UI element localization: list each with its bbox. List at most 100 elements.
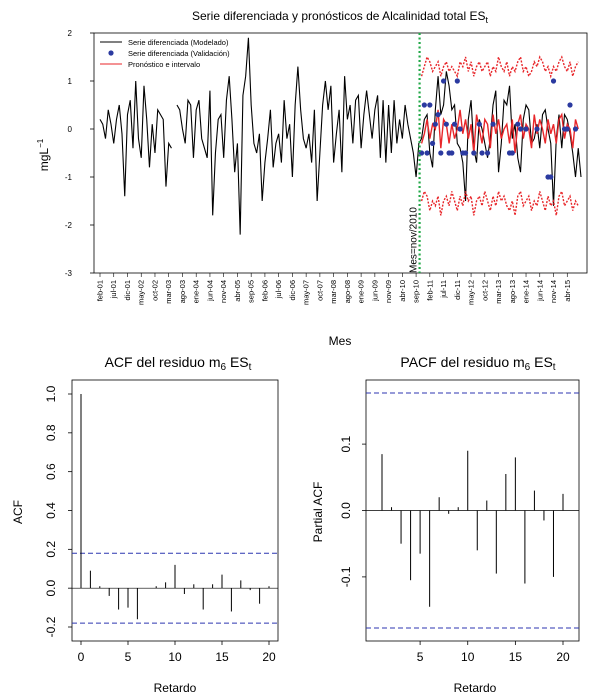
y-tick-label: 0.8 (44, 424, 58, 441)
top-x-axis: feb-01 jul-01 dic-01 may-02 oct-02 mar-03 ago-… (96, 273, 572, 305)
forecast-lower-interval-line (420, 189, 579, 216)
y-tick-label: 1.0 (44, 385, 58, 402)
legend-label: Pronóstico e intervalo (128, 60, 200, 69)
validation-point (564, 126, 570, 132)
top-x-tick-label: mar-13 (494, 280, 503, 304)
top-x-tick-label: sep-05 (247, 280, 256, 303)
top-y-tick-label: 1 (68, 77, 73, 86)
validation-point (424, 150, 430, 156)
forecast-line (420, 109, 579, 154)
validation-point (550, 78, 557, 84)
acf-y-axis-label: ACF (11, 500, 25, 524)
legend-label: Serie diferenciada (Modelado) (128, 38, 229, 47)
pacf-bars (366, 392, 579, 629)
pacf-chart: PACF del residuo m6 ESt -0.1 0.0 0.1 5 10 15 2… (311, 354, 580, 695)
pacf-x-axis-label: Retardo (454, 681, 497, 695)
cutoff-label: Mes=nov/2010 (409, 207, 420, 273)
top-x-tick-label: nov-04 (219, 280, 228, 303)
top-chart-title: Serie diferenciada y pronósticos de Alca… (192, 9, 489, 25)
top-x-tick-label: oct-07 (315, 280, 324, 301)
modeled-series-line (176, 37, 582, 235)
top-x-tick-label: ago-03 (178, 280, 187, 303)
legend-swatch (108, 50, 114, 56)
pacf-y-axis-label: Partial ACF (311, 482, 325, 543)
top-x-tick-label: feb-06 (260, 280, 269, 301)
top-y-axis-label: mgL−1 (36, 138, 51, 171)
top-x-tick-label: may-12 (467, 280, 476, 305)
validation-point (462, 150, 469, 156)
legend-label: Serie diferenciada (Validación) (128, 49, 230, 58)
top-x-tick-label: nov-09 (384, 280, 393, 303)
top-x-tick-label: feb-11 (425, 280, 434, 301)
validation-point (435, 112, 441, 118)
top-x-tick-label: jun-04 (205, 280, 214, 302)
validation-point (509, 150, 515, 156)
top-x-tick-label: jul-06 (274, 280, 283, 299)
top-x-tick-label: abr-10 (398, 280, 407, 302)
top-x-tick-label: dic-06 (288, 280, 297, 300)
validation-point (479, 150, 485, 156)
y-tick-label: 0.6 (44, 463, 58, 480)
time-series-chart: Serie diferenciada y pronósticos de Alca… (36, 9, 588, 348)
top-x-tick-label: may-02 (137, 280, 146, 305)
validation-point (443, 121, 449, 127)
top-x-tick-label: ago-13 (508, 280, 517, 303)
validation-point (451, 121, 458, 127)
top-x-tick-label: feb-01 (96, 280, 105, 301)
validation-point (429, 140, 436, 146)
validation-point (476, 121, 482, 127)
top-x-tick-label: sep-10 (412, 280, 421, 303)
x-tick-label: 5 (125, 650, 132, 664)
y-tick-label: 0.1 (339, 435, 353, 452)
validation-point (534, 126, 540, 132)
acf-axes: -0.2 0.0 0.2 0.4 0.6 0.8 1.0 0 5 10 15 20 (44, 385, 276, 664)
y-tick-label: -0.2 (44, 616, 58, 637)
top-x-tick-label: abr-15 (563, 280, 572, 302)
y-tick-label: 0.0 (44, 580, 58, 597)
validation-point (449, 150, 455, 156)
top-y-tick-label: -1 (65, 173, 73, 182)
top-x-tick-label: may-07 (302, 280, 311, 305)
top-x-tick-label: jul-01 (109, 280, 118, 299)
top-x-tick-label: ene-04 (192, 280, 201, 303)
y-tick-label: -0.1 (339, 566, 353, 587)
validation-point (517, 126, 524, 132)
top-x-tick-label: mar-03 (164, 280, 173, 304)
validation-point (572, 126, 579, 132)
top-series-group: Mes=nov/2010 (99, 33, 582, 273)
top-plot-frame (93, 32, 588, 274)
modeled-series-line (99, 80, 172, 197)
validation-point (523, 126, 529, 132)
top-x-tick-label: ene-14 (522, 280, 531, 303)
validation-point (427, 102, 433, 108)
acf-chart-title: ACF del residuo m6 ESt (105, 354, 252, 373)
top-x-axis-label: Mes (329, 334, 352, 348)
validation-point (440, 78, 447, 84)
top-y-tick-label: -3 (65, 269, 73, 278)
top-x-tick-label: abr-05 (233, 280, 242, 302)
validation-point (548, 174, 554, 180)
x-tick-label: 15 (509, 650, 523, 664)
validation-point (457, 126, 463, 132)
top-x-tick-label: jul-11 (439, 280, 448, 299)
top-y-tick-label: 0 (68, 125, 73, 134)
x-tick-label: 20 (262, 650, 276, 664)
top-legend: Serie diferenciada (Modelado) Serie difer… (100, 38, 230, 69)
top-y-tick-label: 2 (68, 29, 73, 38)
top-x-tick-label: ago-08 (343, 280, 352, 303)
top-x-tick-label: dic-11 (453, 280, 462, 300)
y-tick-label: 0.2 (44, 541, 58, 558)
validation-point (438, 150, 444, 156)
acf-bars (72, 394, 278, 624)
top-y-axis: -3 -2 -1 0 1 2 (65, 29, 94, 278)
forecast-upper-interval-line (420, 55, 579, 79)
y-tick-label: 0.0 (339, 502, 353, 519)
acf-chart: ACF del residuo m6 ESt -0.2 0.0 0.2 0.4 0.6 0… (11, 354, 279, 695)
top-x-tick-label: mar-08 (329, 280, 338, 304)
top-x-tick-label: jun-14 (535, 280, 544, 302)
validation-point (432, 121, 438, 127)
x-tick-label: 10 (168, 650, 182, 664)
x-tick-label: 15 (215, 650, 229, 664)
pacf-chart-title: PACF del residuo m6 ESt (400, 354, 555, 373)
y-tick-label: 0.4 (44, 502, 58, 519)
